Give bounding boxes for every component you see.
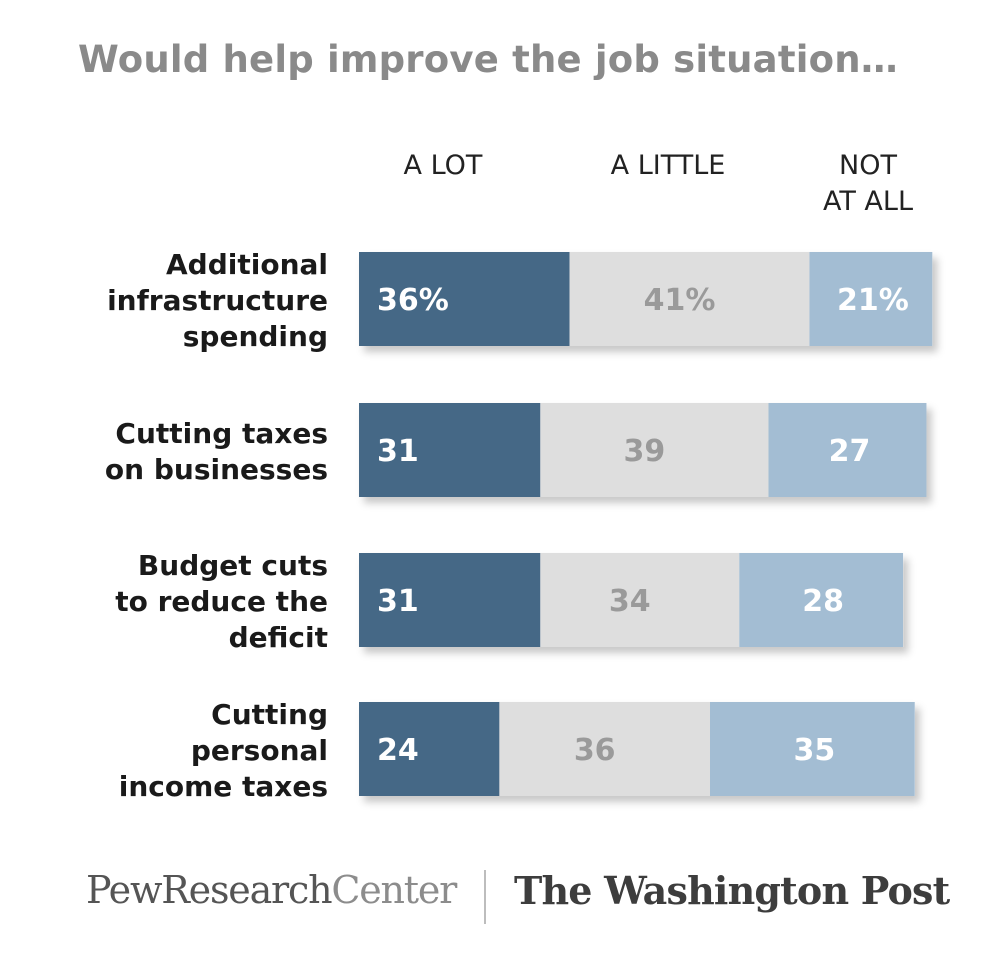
pew-research-center-logo: PewResearchCenter — [86, 868, 457, 912]
category-label: Budget cuts — [138, 549, 328, 582]
data-label: 41% — [644, 283, 716, 318]
data-label: 35 — [794, 733, 836, 768]
category-label: personal — [191, 734, 328, 767]
category-label: income taxes — [119, 770, 328, 803]
data-label: 36% — [377, 283, 449, 318]
bar-segment-a-lot — [359, 702, 500, 796]
bar-segment-not-at-all — [739, 553, 904, 647]
bar-segment-not-at-all — [710, 702, 915, 796]
category-label: infrastructure — [107, 284, 328, 317]
series-headers: A LOT A LITTLE NOT AT ALL — [404, 150, 913, 217]
data-label: 31 — [377, 584, 419, 619]
bar-segment-a-little — [540, 553, 740, 647]
bar-segment-a-lot — [359, 553, 541, 647]
data-label: 31 — [377, 434, 419, 469]
stacked-bar-chart: A LOT A LITTLE NOT AT ALL Additionalinfrast… — [105, 150, 933, 803]
category-label: spending — [183, 320, 328, 353]
category-label: Cutting taxes — [115, 417, 328, 450]
category-label: on businesses — [105, 453, 328, 486]
series-header-not-at-all: NOT — [839, 150, 897, 181]
data-label: 34 — [609, 584, 651, 619]
data-label: 24 — [377, 733, 419, 768]
bar-segment-not-at-all — [768, 403, 927, 497]
bar-segment-a-little — [569, 252, 810, 346]
data-label: 21% — [837, 283, 909, 318]
category-label: Additional — [166, 248, 328, 281]
category-label: to reduce the — [115, 585, 328, 618]
bar-segment-a-lot — [359, 252, 570, 346]
bar-segment-a-little — [540, 403, 769, 497]
series-header-a-little: A LITTLE — [611, 150, 726, 181]
bar-segment-a-lot — [359, 403, 541, 497]
bar-segment-not-at-all — [809, 252, 933, 346]
data-label: 28 — [802, 584, 844, 619]
data-label: 27 — [829, 434, 871, 469]
pew-logo-text: PewResearch — [86, 868, 333, 912]
category-label: deficit — [229, 621, 328, 654]
data-label: 36 — [574, 733, 616, 768]
chart-title: Would help improve the job situation… — [78, 38, 898, 81]
footer-divider — [484, 870, 486, 924]
category-label: Cutting — [211, 698, 328, 731]
bar-segment-a-little — [499, 702, 710, 796]
series-header-not-at-all: AT ALL — [823, 186, 913, 217]
data-label: 39 — [624, 434, 666, 469]
pew-logo-text-light: Center — [331, 868, 457, 912]
series-header-a-lot: A LOT — [404, 150, 483, 181]
washington-post-logo: The Washington Post — [514, 868, 950, 913]
